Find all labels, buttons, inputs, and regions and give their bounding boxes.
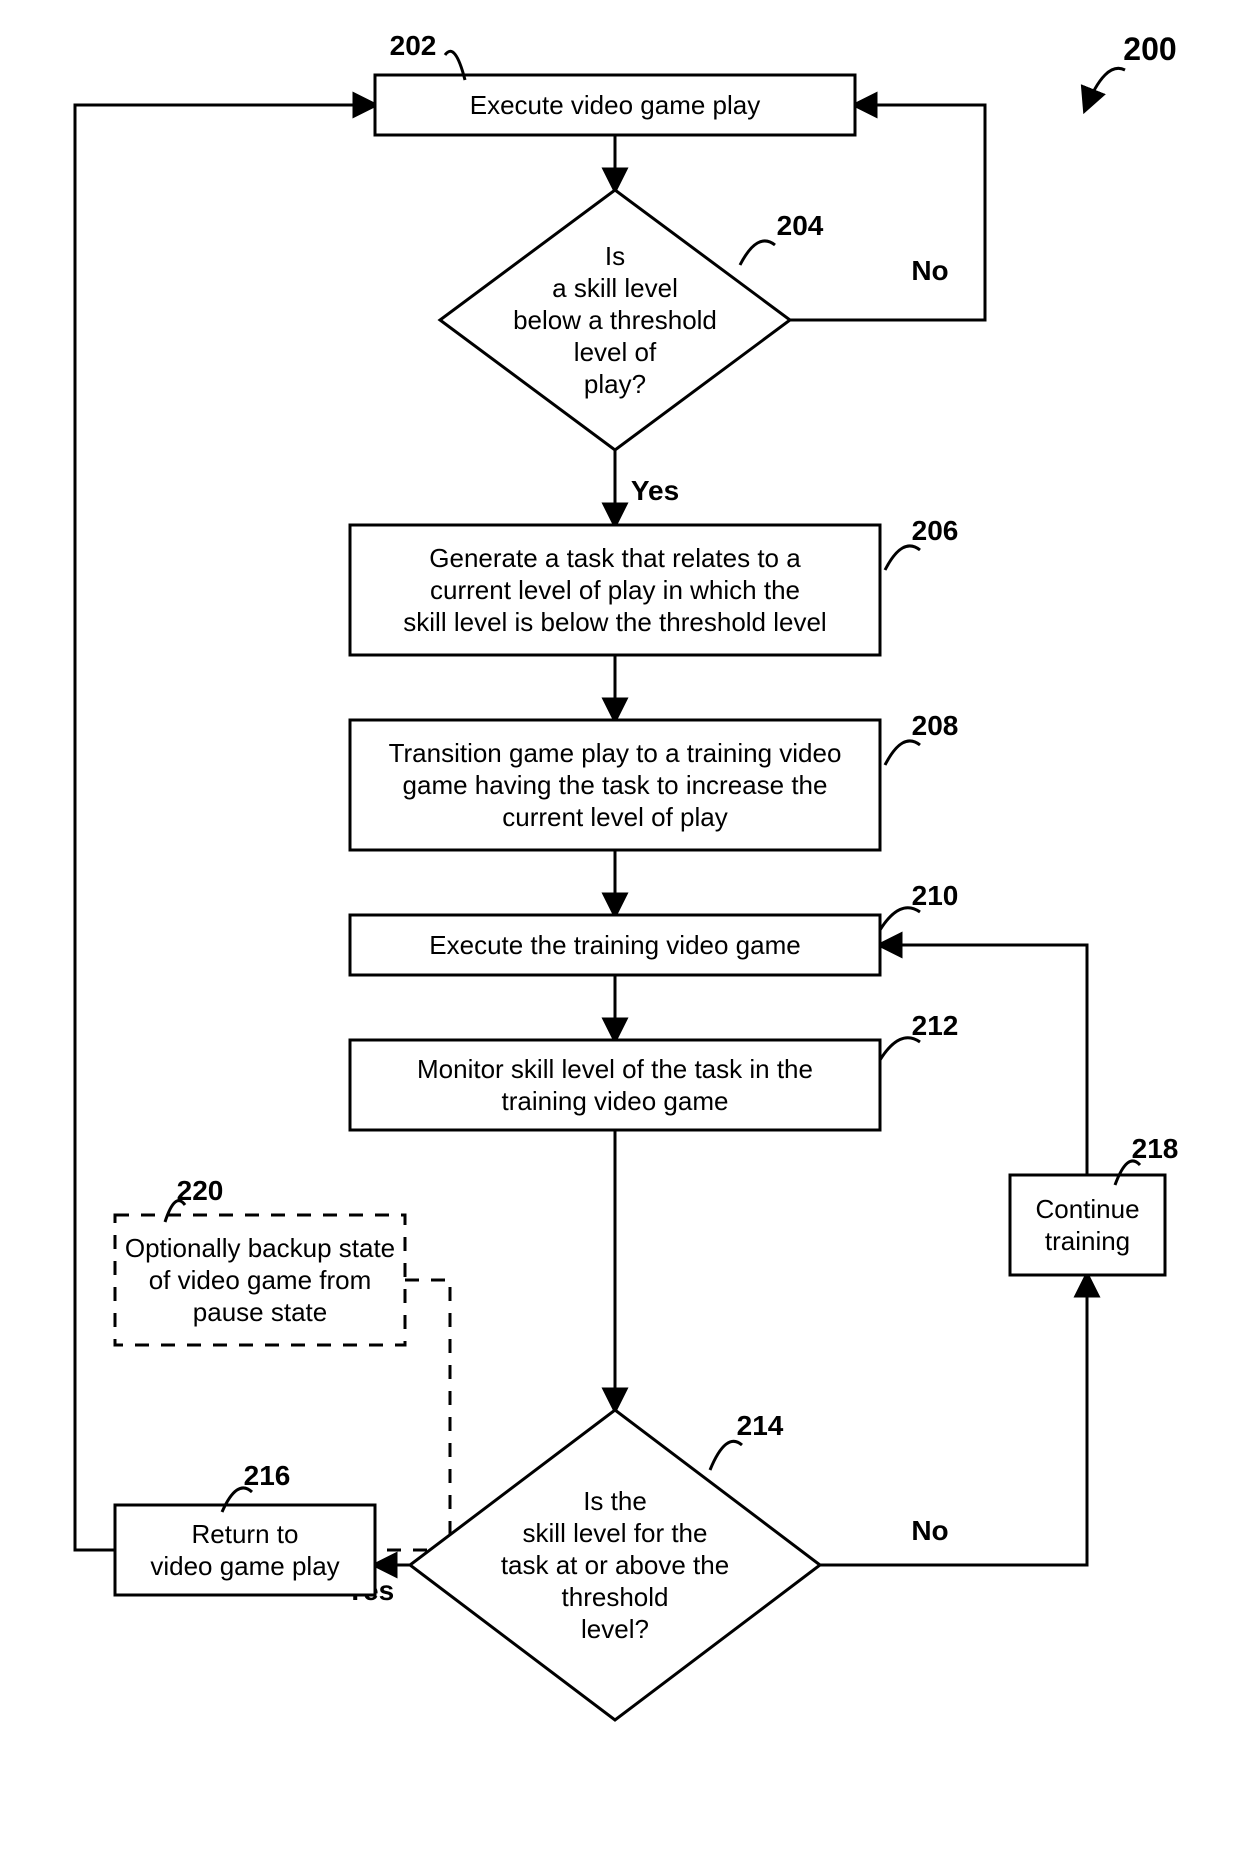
- callout-hook: [885, 741, 920, 765]
- callout-hook: [885, 546, 920, 570]
- callout-hook: [740, 241, 775, 265]
- edge-n220-n216: [375, 1280, 450, 1550]
- callout-hook: [880, 1038, 920, 1060]
- ref-204: 204: [777, 210, 824, 241]
- ref-216: 216: [244, 1460, 291, 1491]
- ref-208: 208: [912, 710, 959, 741]
- edge-label-no-2: No: [911, 255, 948, 286]
- edge-label-yes-1: Yes: [631, 475, 679, 506]
- ref-214: 214: [737, 1410, 784, 1441]
- ref-212: 212: [912, 1010, 959, 1041]
- node-text-210: Execute the training video game: [429, 930, 800, 960]
- node-218: [1010, 1175, 1165, 1275]
- figure-ref: 200: [1123, 31, 1176, 67]
- edge-n218-n210: [880, 945, 1087, 1175]
- node-text-202: Execute video game play: [470, 90, 761, 120]
- figure-ref-arrow: [1085, 68, 1125, 110]
- edge-n216-n202: [75, 105, 375, 1550]
- ref-220: 220: [177, 1175, 224, 1206]
- ref-218: 218: [1132, 1133, 1179, 1164]
- ref-202: 202: [390, 30, 437, 61]
- node-text-206: Generate a task that relates to acurrent…: [403, 543, 826, 637]
- node-text-220: Optionally backup stateof video game fro…: [125, 1233, 395, 1327]
- callout-hook: [710, 1441, 742, 1470]
- node-shape-218: [1010, 1175, 1165, 1275]
- callout-hook: [880, 908, 920, 930]
- flowchart: YesNoYesNoExecute video game playIsa ski…: [0, 0, 1240, 1864]
- ref-206: 206: [912, 515, 959, 546]
- ref-210: 210: [912, 880, 959, 911]
- edge-n214-n218: [820, 1275, 1087, 1565]
- edge-label-no-8: No: [911, 1515, 948, 1546]
